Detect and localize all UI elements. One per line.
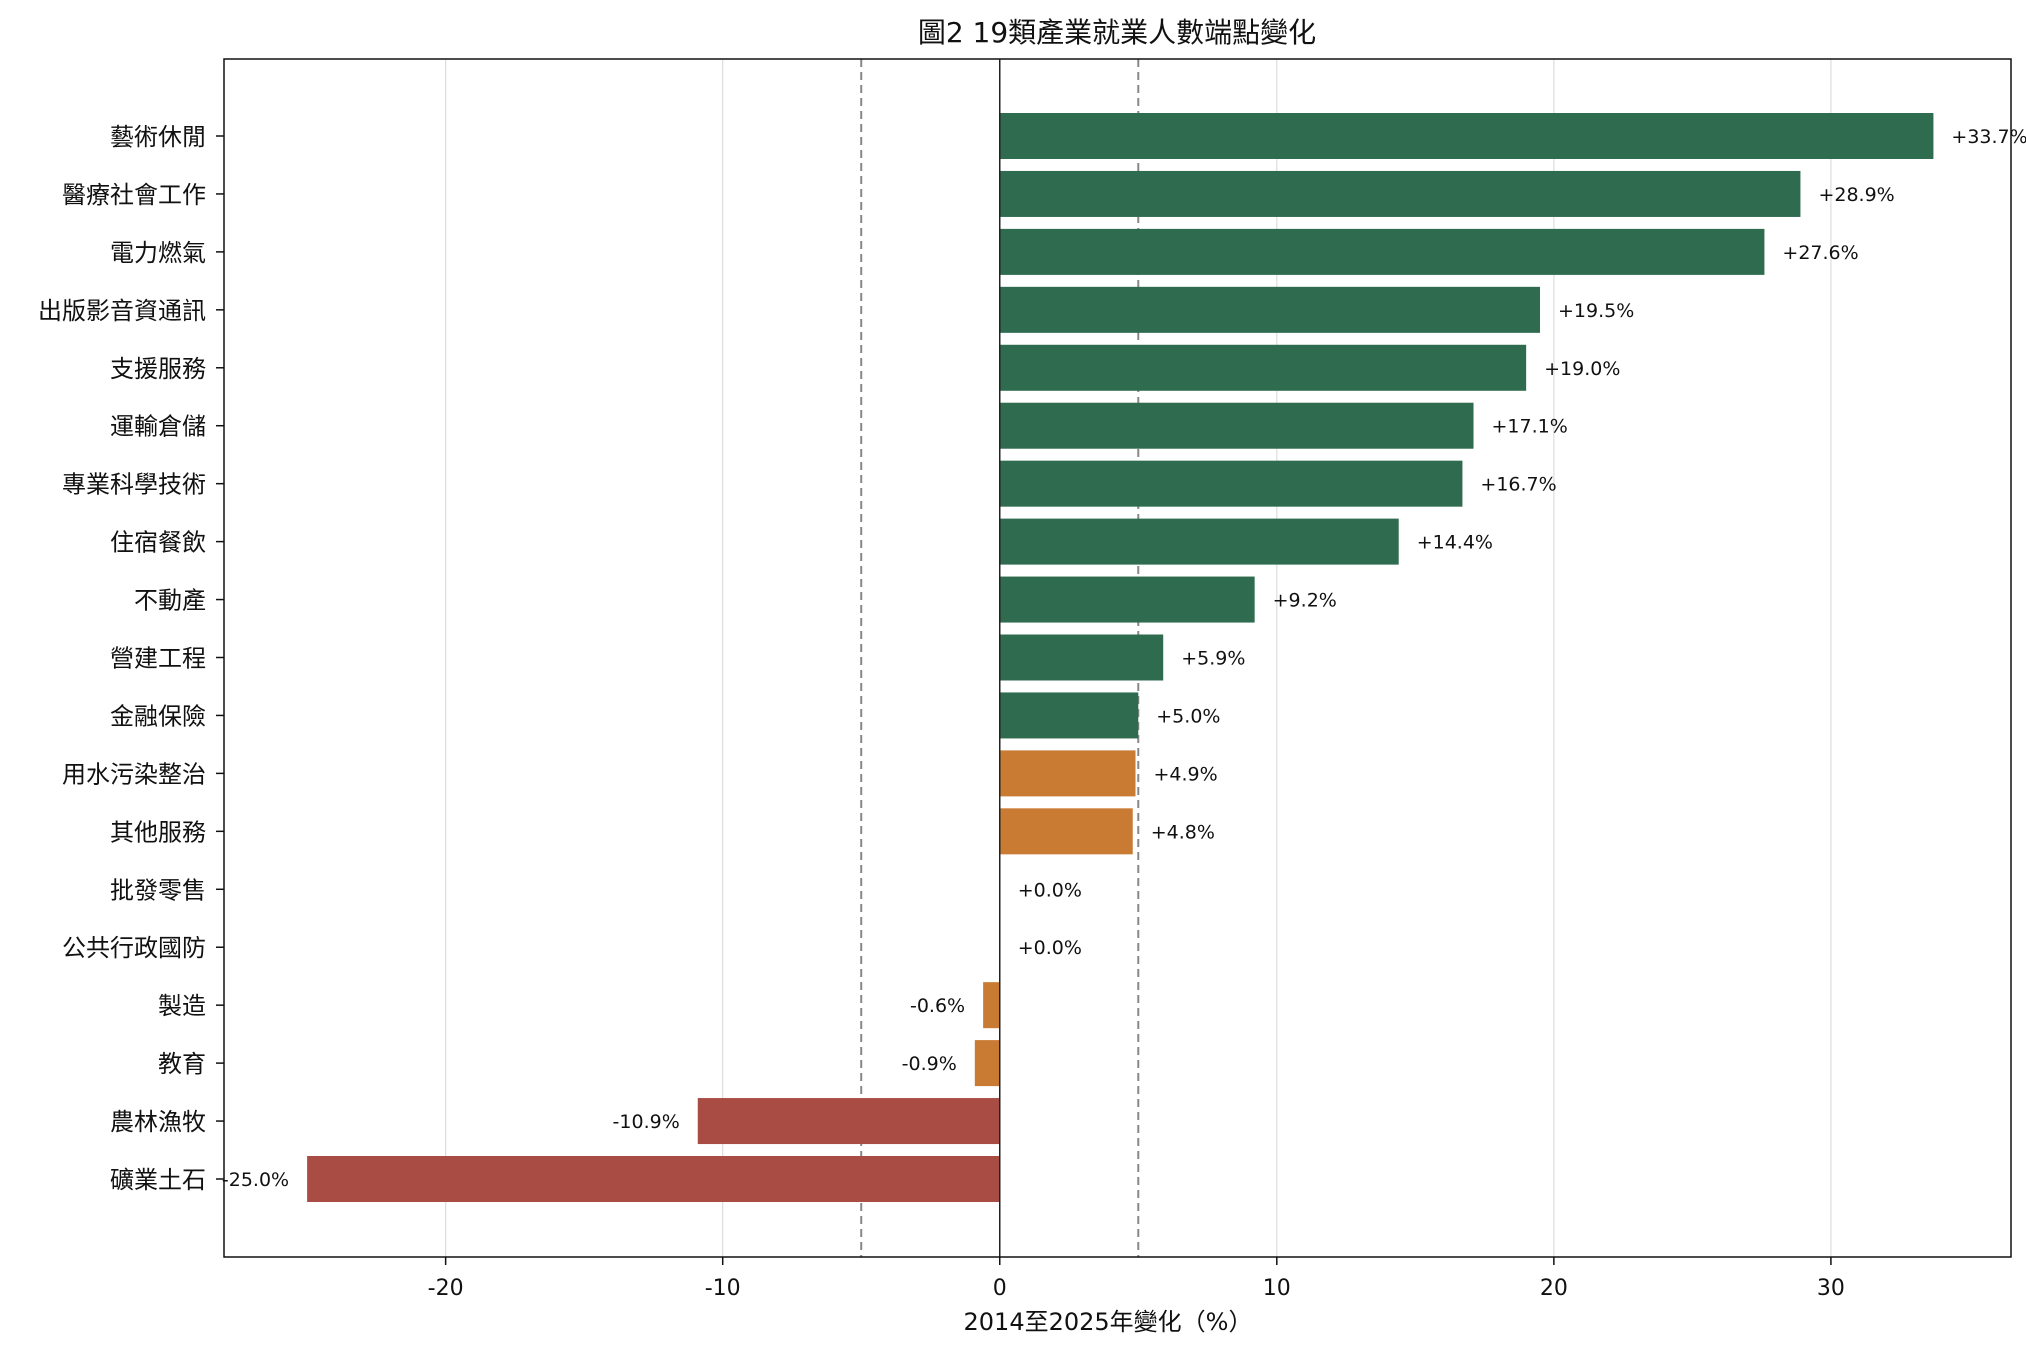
- category-label: 出版影音資通訊: [38, 297, 206, 325]
- category-label: 教育: [158, 1050, 206, 1078]
- bar: [999, 634, 1164, 681]
- chart-title: 圖2 19類產業就業人數端點變化: [918, 16, 1316, 49]
- bar: [999, 113, 1934, 159]
- category-labels: 藝術休閒醫療社會工作電力燃氣出版影音資通訊支援服務運輸倉儲專業科學技術住宿餐飲不…: [38, 123, 224, 1194]
- category-label: 其他服務: [110, 818, 206, 846]
- bar: [999, 518, 1399, 565]
- bar-value-label: +14.4%: [1417, 532, 1493, 554]
- bar-value-label: +28.9%: [1818, 184, 1894, 206]
- bar: [999, 692, 1139, 739]
- bar-value-label: +9.2%: [1273, 590, 1337, 612]
- bar: [999, 286, 1541, 333]
- bar: [974, 1040, 1000, 1087]
- bar: [999, 750, 1136, 797]
- x-tick-label: 10: [1263, 1276, 1291, 1301]
- bar: [307, 1156, 1000, 1202]
- bar-value-label: -10.9%: [613, 1111, 680, 1133]
- bar-value-label: +4.9%: [1154, 763, 1218, 785]
- bar-value-label: +4.8%: [1151, 821, 1215, 843]
- category-label: 醫療社會工作: [62, 181, 206, 209]
- x-axis-label: 2014至2025年變化（%）: [964, 1308, 1253, 1336]
- bar-value-label: +0.0%: [1018, 937, 1082, 959]
- x-tick-label: 0: [993, 1276, 1007, 1301]
- category-label: 不動產: [134, 587, 206, 615]
- bar-value-label: +19.5%: [1558, 300, 1634, 322]
- bar: [983, 982, 1000, 1029]
- category-label: 電力燃氣: [110, 239, 206, 267]
- category-label: 農林漁牧: [110, 1108, 206, 1136]
- x-tick-label: 30: [1817, 1276, 1845, 1301]
- bar-value-label: +16.7%: [1480, 474, 1556, 496]
- bar-value-label: -0.6%: [910, 995, 965, 1017]
- category-label: 支援服務: [110, 355, 206, 383]
- bar-value-label: -0.9%: [902, 1053, 957, 1075]
- bar: [999, 460, 1463, 507]
- category-label: 用水污染整治: [62, 760, 206, 788]
- bar-value-label: +5.9%: [1181, 648, 1245, 670]
- bar: [999, 228, 1765, 275]
- bar-value-label: +19.0%: [1544, 358, 1620, 380]
- bar: [999, 170, 1801, 217]
- bar-value-label: +17.1%: [1492, 416, 1568, 438]
- category-label: 製造: [158, 992, 206, 1020]
- bar-value-label: +33.7%: [1951, 126, 2026, 148]
- bar-value-label: +5.0%: [1156, 705, 1220, 727]
- bar: [697, 1098, 1000, 1145]
- x-tick-label: 20: [1540, 1276, 1568, 1301]
- data-labels: +33.7% +28.9% +27.6% +19.5% +19.0% +17.1% +16.…: [222, 126, 2026, 1191]
- x-tick-label: -10: [705, 1276, 741, 1301]
- bar: [999, 576, 1255, 623]
- category-label: 專業科學技術: [62, 471, 206, 499]
- bar-value-label: +27.6%: [1782, 242, 1858, 264]
- x-ticks: -20 -10 0 10 20 30: [428, 1257, 1845, 1301]
- bar-value-label: -25.0%: [222, 1169, 289, 1191]
- category-label: 營建工程: [110, 645, 206, 673]
- bar: [999, 344, 1527, 391]
- category-label: 礦業土石: [110, 1166, 206, 1194]
- category-label: 藝術休閒: [110, 123, 206, 151]
- bars: [307, 59, 1934, 1257]
- category-label: 批發零售: [110, 876, 206, 904]
- category-label: 運輸倉儲: [110, 413, 206, 441]
- category-label: 金融保險: [110, 702, 206, 730]
- category-label: 住宿餐飲: [110, 529, 206, 557]
- plot-frame: [223, 58, 2012, 1258]
- bar-value-label: +0.0%: [1018, 879, 1082, 901]
- x-tick-label: -20: [428, 1276, 464, 1301]
- category-label: 公共行政國防: [62, 934, 206, 962]
- bar: [999, 402, 1474, 449]
- bar: [999, 808, 1133, 855]
